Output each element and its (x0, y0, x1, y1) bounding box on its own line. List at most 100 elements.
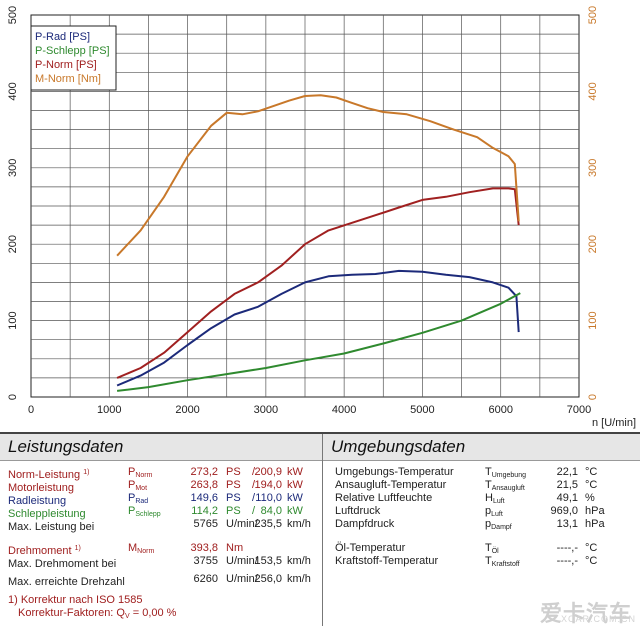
row-unit-1: U/min/ (226, 555, 258, 567)
env-value: 21,5 (556, 479, 578, 491)
environment-row: Relative Luftfeuchte HLuft 49,1% (323, 492, 640, 505)
row-label: Max. erreichte Drehzahl (8, 576, 125, 588)
correction-sub: V (124, 613, 130, 620)
env-label: Kraftstoff-Temperatur (335, 555, 439, 567)
footnote-iso: 1) Korrektur nach ISO 1585 (8, 594, 143, 606)
env-label: Dampfdruck (335, 518, 395, 530)
row-symbol: PMot (128, 479, 148, 492)
row-separator: / (252, 479, 256, 491)
performance-row: Drehmoment 1) MNorm 393,8 Nm (0, 542, 322, 557)
y-tick-label-left: 100 (7, 311, 19, 329)
row-label: Norm-Leistung 1) (8, 469, 90, 481)
watermark-sub: XCAR.COM.CN (560, 614, 636, 624)
row-unit-2: kW (287, 505, 303, 517)
env-label: Luftdruck (335, 505, 381, 517)
environment-row: Öl-Temperatur TÖl ----,- °C (323, 542, 640, 555)
row-unit-1: U/min/ (226, 518, 258, 530)
env-value: 22,1 (556, 466, 578, 478)
env-label: Ansaugluft-Temperatur (335, 479, 447, 491)
x-tick-label: 5000 (410, 404, 434, 416)
performance-row: Motorleistung PMot 263,8 PS /194,0 kW (0, 479, 322, 494)
env-unit: °C (585, 555, 598, 567)
env-unit: °C (585, 542, 598, 554)
watermark-logo: 爱卡汽车 XCAR.COM.CN (540, 596, 636, 626)
y-tick-label-right: 400 (587, 82, 599, 100)
row-value-1: 6260 (193, 573, 218, 585)
row-value-2: 153,5 (254, 555, 282, 567)
env-label: Umgebungs-Temperatur (335, 466, 454, 478)
row-value-1: 273,2 (190, 466, 218, 478)
y-tick-label-left: 300 (7, 159, 19, 177)
y-tick-label-right: 200 (587, 235, 599, 253)
env-value: 969,0 (550, 505, 578, 517)
env-value: ----,- (556, 542, 578, 554)
env-unit: °C (585, 466, 598, 478)
y-tick-label-left: 200 (7, 235, 19, 253)
row-unit-1: PS (226, 492, 241, 504)
env-symbol: pDampf (485, 518, 512, 531)
row-value-2: 256,0 (254, 573, 282, 585)
row-symbol: MNorm (128, 542, 155, 555)
legend-entry: P-Norm [PS] (35, 59, 97, 71)
env-value: ----,- (556, 555, 578, 567)
y-tick-label-right: 100 (587, 311, 599, 329)
env-unit: hPa (585, 505, 605, 517)
env-symbol: TÖl (485, 542, 499, 555)
y-tick-label-right: 500 (587, 6, 599, 24)
watermark-text: 爱卡汽车 (540, 601, 633, 626)
row-unit-2: km/h (287, 573, 311, 585)
performance-title: Leistungsdaten (0, 434, 322, 461)
row-unit-2: km/h (287, 555, 311, 567)
correction-value: = 0,00 % (132, 607, 177, 619)
x-tick-label: 3000 (254, 404, 278, 416)
env-label: Relative Luftfeuchte (335, 492, 433, 504)
y-tick-label-left: 400 (7, 82, 19, 100)
row-value-1: 149,6 (190, 492, 218, 504)
x-tick-label: 1000 (97, 404, 121, 416)
performance-row: Radleistung PRad 149,6 PS /110,0 kW (0, 492, 322, 507)
footnote-correction: Korrektur-Faktoren: QV = 0,00 % (18, 607, 176, 620)
row-symbol: PSchlepp (128, 505, 161, 518)
x-tick-label: 2000 (175, 404, 199, 416)
rad-power-line (116, 269, 520, 387)
row-unit-1: PS (226, 505, 241, 517)
y-tick-label-right: 0 (587, 394, 599, 400)
row-label: Motorleistung (8, 482, 75, 494)
correction-label: Korrektur-Faktoren: Q (18, 607, 125, 619)
legend-entry: P-Rad [PS] (35, 31, 90, 43)
env-symbol: TKraftstoff (485, 555, 520, 568)
row-unit-2: km/h (287, 518, 311, 530)
row-label: Max. Leistung bei (8, 521, 95, 533)
row-unit-1: PS (226, 479, 241, 491)
row-value-1: 3755 (193, 555, 218, 567)
environment-row: Dampfdruck pDampf 13,1 hPa (323, 518, 640, 531)
env-symbol: HLuft (485, 492, 505, 505)
env-symbol: pLuft (485, 505, 503, 518)
environment-row: Kraftstoff-Temperatur TKraftstoff ----,- °C (323, 555, 640, 568)
performance-row: Max. erreichte Drehzahl 6260 U/min/256,0 k… (0, 573, 322, 588)
env-unit: hPa (585, 518, 605, 530)
row-value-1: 5765 (193, 518, 218, 530)
legend-entry: M-Norm [Nm] (35, 73, 101, 85)
row-symbol: PRad (128, 492, 149, 505)
row-separator: / (252, 492, 256, 504)
y-tick-label-left: 500 (7, 6, 19, 24)
row-unit-2: kW (287, 479, 303, 491)
row-value-2: 235,5 (254, 518, 282, 530)
performance-row: Max. Leistung bei 5765 U/min/235,5 km/h (0, 518, 322, 533)
x-tick-label: 0 (28, 404, 34, 416)
performance-row: Max. Drehmoment bei 3755 U/min/153,5 km/h (0, 555, 322, 570)
row-label: Schleppleistung (8, 508, 86, 520)
env-symbol: TAnsaugluft (485, 479, 525, 492)
row-label: Drehmoment 1) (8, 545, 81, 557)
legend-box (30, 25, 117, 91)
env-unit: % (585, 492, 595, 504)
series-lines (116, 94, 521, 392)
row-label: Radleistung (8, 495, 67, 507)
row-unit-2: kW (287, 466, 303, 478)
environment-panel: Umgebungsdaten Umgebungs-Temperatur TUmge… (323, 434, 640, 626)
row-unit-1: U/min/ (226, 573, 258, 585)
x-axis-label: n [U/min] (592, 417, 636, 429)
environment-row: Ansaugluft-Temperatur TAnsaugluft 21,5 °C (323, 479, 640, 492)
row-symbol: PNorm (128, 466, 153, 479)
